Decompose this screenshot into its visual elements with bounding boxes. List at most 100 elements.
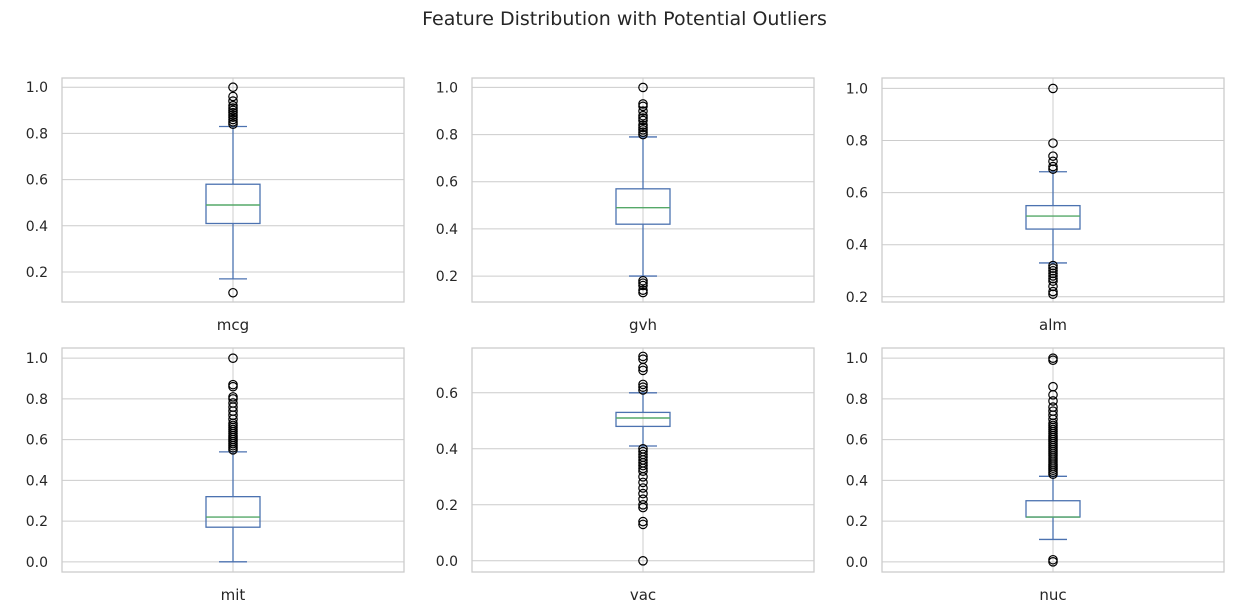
plot-frame — [881, 77, 1225, 303]
outlier-point — [638, 127, 648, 138]
outlier-point — [638, 379, 648, 390]
box-iqr — [1025, 204, 1081, 230]
outlier-point — [638, 101, 648, 112]
outlier-point — [228, 82, 238, 93]
outlier-point — [228, 96, 238, 106]
outlier-point — [1048, 151, 1058, 161]
outlier-point — [638, 365, 648, 376]
y-tick-label: 0.8 — [26, 392, 48, 408]
plot-frame — [61, 347, 405, 573]
outlier-point — [638, 354, 648, 364]
outlier-point — [638, 494, 648, 504]
outlier-point — [638, 113, 648, 123]
outlier-point — [638, 385, 648, 395]
x-category-label: vac — [630, 586, 656, 604]
y-tick-label: 1.0 — [436, 80, 458, 96]
outlier-point — [1048, 260, 1058, 271]
chart-title: Feature Distribution with Potential Outl… — [422, 8, 827, 30]
y-tick-label: 0.8 — [436, 128, 458, 144]
outlier-point — [638, 82, 648, 93]
outlier-point — [228, 287, 238, 298]
y-tick-label: 0.6 — [846, 433, 868, 449]
outlier-point — [638, 516, 648, 527]
outlier-point — [1048, 286, 1058, 297]
y-tick-label: 0.6 — [436, 175, 458, 191]
plot-frame — [471, 77, 815, 303]
outlier-point — [638, 443, 648, 454]
outlier-point — [638, 99, 648, 109]
box-iqr — [205, 496, 261, 528]
y-tick-label: 0.6 — [26, 433, 48, 449]
y-tick-label: 1.0 — [26, 80, 48, 96]
y-tick-label: 0.4 — [26, 473, 48, 489]
y-tick-label: 0.4 — [26, 219, 48, 235]
outlier-point — [638, 129, 648, 140]
outlier-point — [228, 398, 238, 408]
outlier-point — [638, 285, 648, 296]
y-tick-label: 0.6 — [436, 386, 458, 402]
outlier-point — [638, 449, 648, 460]
outlier-point — [638, 287, 648, 298]
outlier-point — [638, 382, 648, 392]
outlier-point — [1048, 381, 1058, 392]
outlier-point — [638, 488, 648, 499]
outlier-point — [1048, 161, 1058, 172]
subplot-gvh: 0.2 0.4 0.6 0.8 1.0 gvh — [436, 77, 815, 334]
y-tick-label: 1.0 — [26, 351, 48, 367]
y-tick-label: 0.6 — [26, 173, 48, 189]
outlier-point — [638, 555, 648, 566]
y-tick-label: 0.2 — [436, 269, 458, 285]
y-tick-label: 0.0 — [26, 555, 48, 571]
subplot-nuc: 0.0 0.2 0.4 0.6 0.8 1.0 nuc — [846, 347, 1225, 604]
y-tick-label: 0.2 — [436, 498, 458, 514]
outlier-point — [638, 351, 648, 362]
y-tick-label: 0.2 — [26, 514, 48, 530]
y-tick-label: 0.4 — [846, 473, 868, 489]
y-tick-label: 0.0 — [436, 554, 458, 570]
box-iqr — [615, 188, 671, 225]
outlier-point — [1048, 263, 1058, 273]
outlier-point — [1048, 83, 1058, 94]
box-iqr — [205, 183, 261, 225]
y-tick-label: 0.0 — [846, 555, 868, 571]
outlier-point — [1048, 265, 1058, 276]
x-category-label: nuc — [1039, 586, 1066, 604]
subplot-alm: 0.2 0.4 0.6 0.8 1.0 alm — [846, 77, 1225, 334]
outlier-point — [1048, 138, 1058, 148]
outlier-point — [638, 477, 648, 488]
plot-frame — [881, 347, 1225, 573]
outlier-point — [228, 392, 238, 402]
outlier-point — [228, 379, 238, 390]
plot-frame — [61, 77, 405, 303]
outlier-point — [1048, 353, 1058, 363]
y-tick-label: 1.0 — [846, 81, 868, 97]
outlier-point — [638, 125, 648, 135]
outlier-point — [638, 483, 648, 493]
outlier-point — [228, 100, 238, 111]
y-tick-label: 1.0 — [846, 351, 868, 367]
outlier-point — [638, 120, 648, 130]
subplot-mit: 0.0 0.2 0.4 0.6 0.8 1.0 mit — [26, 347, 405, 604]
outlier-point — [638, 278, 648, 288]
box-iqr — [615, 411, 671, 428]
outlier-point — [638, 106, 648, 116]
x-category-label: mcg — [217, 316, 249, 334]
y-tick-label: 0.2 — [26, 265, 48, 281]
outlier-point — [1048, 406, 1058, 416]
subplot-mcg: 0.2 0.4 0.6 0.8 1.0 mcg — [26, 77, 405, 334]
outlier-point — [638, 519, 648, 530]
x-category-label: alm — [1039, 316, 1067, 334]
outlier-point — [228, 353, 238, 363]
outlier-point — [638, 499, 648, 510]
y-tick-label: 0.6 — [846, 186, 868, 202]
outlier-point — [638, 110, 648, 121]
outlier-point — [1048, 396, 1058, 406]
outlier-point — [1048, 402, 1058, 412]
outlier-point — [638, 280, 648, 291]
y-tick-label: 0.4 — [436, 222, 458, 238]
y-tick-label: 0.8 — [26, 126, 48, 142]
y-tick-label: 0.2 — [846, 290, 868, 306]
outlier-point — [1048, 554, 1058, 565]
y-tick-label: 0.4 — [846, 238, 868, 254]
